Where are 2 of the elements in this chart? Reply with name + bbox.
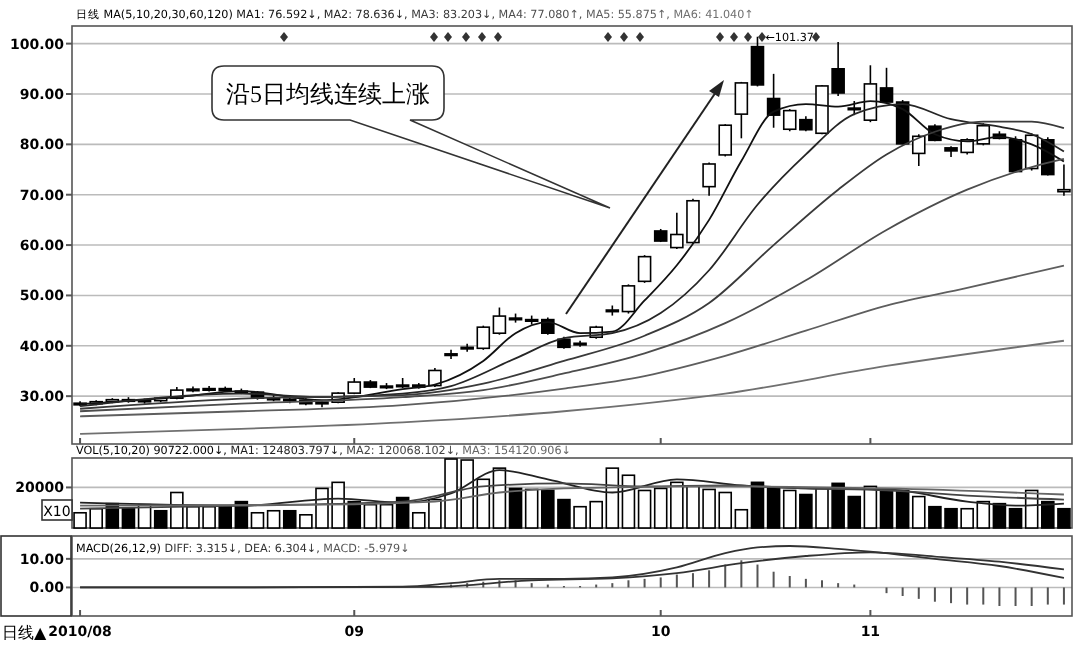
annotation: 沿5日均线连续上涨 [226,80,430,108]
text: 日线▲ [2,624,48,642]
